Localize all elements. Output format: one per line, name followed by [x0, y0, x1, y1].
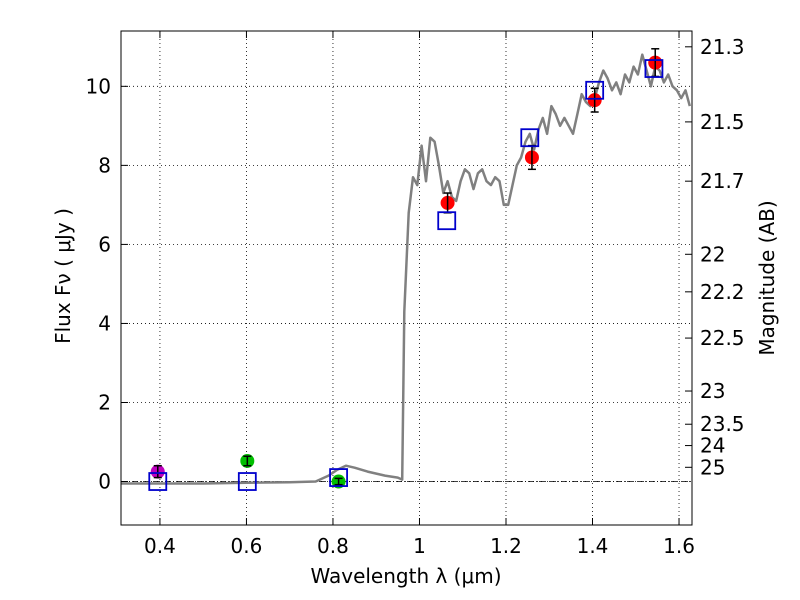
x-tick-label: 1: [413, 534, 426, 558]
x-tick-label: 1.4: [577, 534, 609, 558]
right-tick-label: 22.2: [700, 280, 745, 304]
right-y-axis-label: Magnitude (AB): [755, 200, 779, 355]
right-tick-label: 25: [700, 455, 725, 479]
axis-ticks: 0.4 0.6 0.8 1 1.2 1.4 1.6024681021.321.521.722…: [86, 31, 745, 558]
x-tick-label: 1.6: [663, 534, 695, 558]
y-tick-label: 8: [98, 153, 111, 177]
right-tick-label: 21.7: [700, 169, 745, 193]
model-photometry-square: [329, 468, 348, 487]
y-tick-label: 10: [86, 74, 111, 98]
model-photometry-square: [148, 472, 168, 491]
model-photometry-square: [237, 472, 257, 491]
y-tick-label: 2: [98, 390, 111, 414]
right-tick-label: 23.5: [700, 412, 745, 436]
model-photometry-square: [520, 128, 540, 148]
model-photometry-square: [644, 59, 664, 78]
x-tick-label: 1.2: [490, 534, 522, 558]
y-axis-label: Flux Fν ( μJy ): [51, 208, 75, 344]
right-tick-label: 22: [700, 242, 725, 266]
data-points-layer: [148, 48, 664, 491]
x-tick-label: 0.8: [317, 534, 349, 558]
right-tick-label: 21.3: [700, 35, 745, 59]
right-tick-label: 21.5: [700, 110, 745, 134]
model-sed-line: [121, 53, 692, 485]
right-tick-label: 23: [700, 379, 725, 403]
model-photometry-square: [585, 80, 605, 100]
model-photometry-square: [437, 211, 457, 231]
y-tick-label: 0: [98, 470, 111, 494]
x-tick-label: 0.4: [144, 534, 176, 558]
right-tick-label: 22.5: [700, 326, 745, 350]
right-tick-label: 24: [700, 434, 725, 458]
y-tick-label: 6: [98, 232, 111, 256]
y-tick-label: 4: [98, 311, 111, 335]
x-tick-label: 0.6: [231, 534, 263, 558]
model-sed-layer: [121, 53, 692, 485]
x-axis-label: Wavelength λ (μm): [310, 564, 501, 588]
plot-frame: [120, 30, 693, 526]
